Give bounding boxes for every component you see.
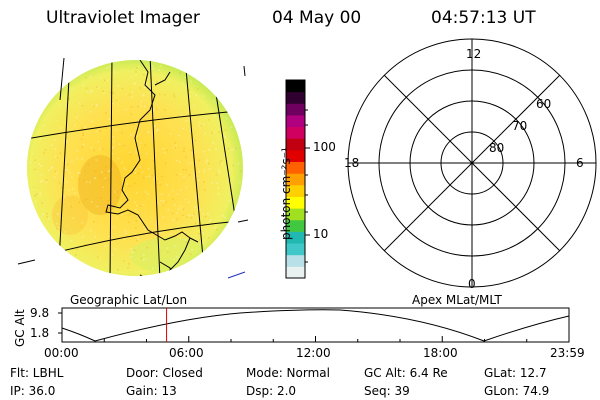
geographic-label: Geographic Lat/Lon [70,293,188,307]
colorbar [285,79,310,279]
colorbar-cell [286,254,305,267]
dsp-status: Dsp: 2.0 [246,384,297,398]
door-status: Door: Closed [126,366,203,380]
mlt-label-6: 6 [576,156,584,170]
time-tick-2359: 23:59 [550,346,585,360]
filter-status: Flt: LBHL [10,366,64,380]
apex-label: Apex MLat/MLT [412,293,502,307]
colorbar-cell [286,196,305,209]
gc-alt-status: GC Alt: 6.4 Re [364,366,448,380]
ip-status: IP: 36.0 [10,384,56,398]
colorbar-cell [286,173,305,186]
colorbar-cell [286,126,305,139]
seq-status: Seq: 39 [364,384,410,398]
mlat-label-80: 80 [489,141,505,155]
polar-plot [347,38,597,288]
mlt-label-0: 0 [468,277,476,291]
mlat-label-60: 60 [536,97,552,111]
colorbar-tick-10: 10 [313,227,329,241]
glon-status: GLon: 74.9 [484,384,550,398]
gain-status: Gain: 13 [126,384,177,398]
colorbar-cell [286,208,305,221]
mlt-label-18: 18 [344,156,360,170]
altitude-tick-9-8: 9.8 [30,306,50,320]
colorbar-cell [286,219,305,232]
mlt-label-12: 12 [466,47,482,61]
mlat-label-70: 70 [512,119,528,133]
time-tick-0000: 00:00 [44,346,79,360]
colorbar-cell [286,266,305,279]
earth-image [17,57,249,279]
colorbar-cell [286,161,305,174]
time-tick-1800: 18:00 [423,346,458,360]
colorbar-cell [286,149,305,163]
glat-status: GLat: 12.7 [484,366,547,380]
time-tick-1200: 12:00 [296,346,331,360]
colorbar-unit-label: photon cm⁻²s⁻¹ [279,147,293,240]
altitude-curve [61,309,570,342]
image-time: 04:57:13 UT [431,8,536,28]
colorbar-cell [286,80,305,93]
image-date: 04 May 00 [272,8,362,28]
colorbar-tick-100: 100 [313,140,336,154]
mode-status: Mode: Normal [246,366,330,380]
colorbar-cell [286,184,305,197]
colorbar-cell [286,231,305,244]
colorbar-cell [286,91,305,104]
altitude-tick-1-8: 1.8 [30,326,50,340]
altitude-plot [58,307,570,343]
colorbar-cell [286,114,305,128]
altitude-axis-label: GC Alt [13,309,27,347]
time-tick-0600: 06:00 [169,346,204,360]
colorbar-cell [286,138,305,151]
colorbar-cell [286,103,305,116]
colorbar-cell [286,243,305,256]
instrument-title: Ultraviolet Imager [46,8,200,28]
